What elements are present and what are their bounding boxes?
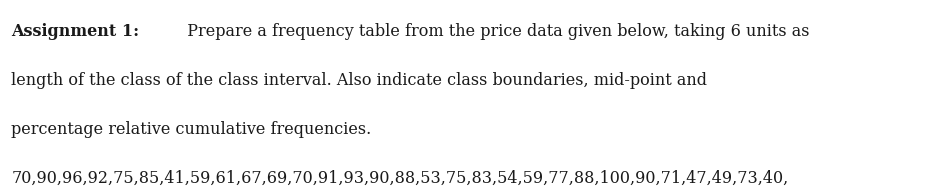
Text: percentage relative cumulative frequencies.: percentage relative cumulative frequenci…: [11, 121, 372, 138]
Text: 70,90,96,92,75,85,41,59,61,67,69,70,91,93,90,88,53,75,83,54,59,77,88,100,90,71,4: 70,90,96,92,75,85,41,59,61,67,69,70,91,9…: [11, 170, 789, 187]
Text: length of the class of the class interval. Also indicate class boundaries, mid-p: length of the class of the class interva…: [11, 72, 707, 89]
Text: Prepare a frequency table from the price data given below, taking 6 units as: Prepare a frequency table from the price…: [176, 23, 810, 40]
Text: Assignment 1:: Assignment 1:: [11, 23, 139, 40]
